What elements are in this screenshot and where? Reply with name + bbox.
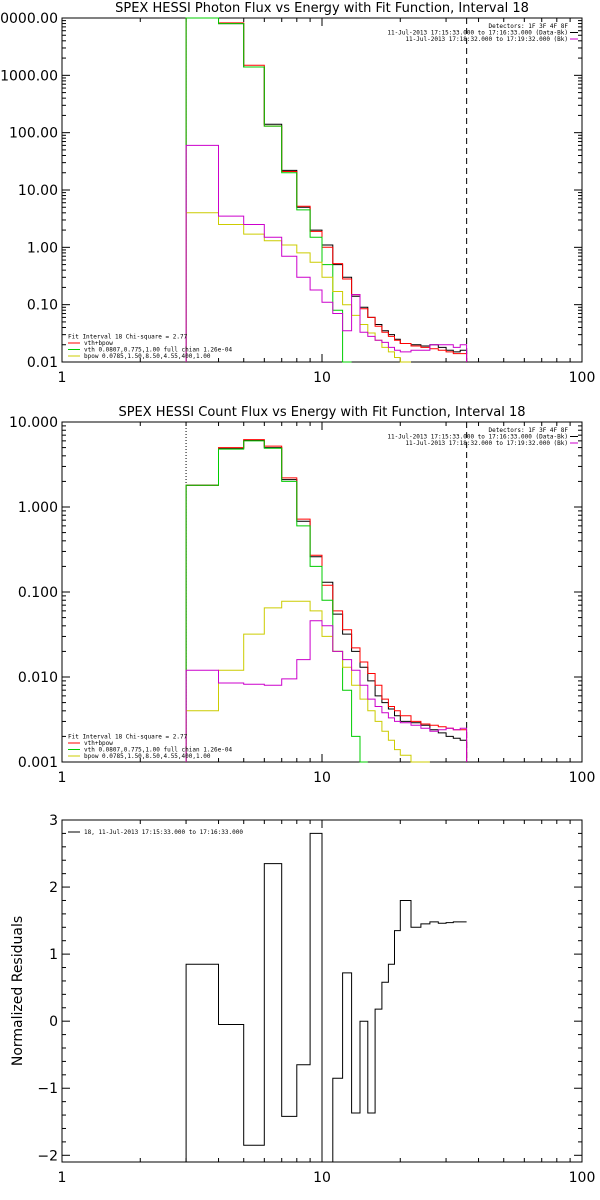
y-tick-label: 0.100 (18, 585, 58, 601)
series-data (185, 17, 468, 362)
legend-right-text: 11-Jul-2013 17:15:33.000 to 17:16:33.000… (387, 30, 568, 37)
y-tick-label: 1 (49, 947, 58, 963)
series-vth (185, 440, 368, 763)
legend-left-text: vth 0.0807,0.775,1.00 full chian 1.26e-0… (84, 347, 232, 354)
y-tick-label: −2 (37, 1148, 58, 1164)
y-tick-label: 0.01 (27, 355, 58, 371)
chart-panel-1: SPEX HESSI Photon Flux vs Energy with Fi… (0, 1, 595, 386)
legend-left-text: bpow 0.0785,1.50,8.50,4.55,400,1.00 (84, 753, 211, 760)
y-tick-label: 0.001 (18, 755, 58, 771)
y-tick-label: 100.00 (9, 126, 58, 142)
x-tick-label: 10 (313, 370, 331, 386)
legend-right-text: 11-Jul-2013 17:18:32.000 to 17:19:32.000… (405, 440, 568, 447)
x-tick-label: 100 (569, 370, 596, 386)
x-tick-label: 10 (313, 1170, 331, 1186)
series-total_fit (185, 17, 468, 362)
x-tick-label: 1 (58, 370, 67, 386)
y-tick-label: 1.000 (18, 500, 58, 516)
x-tick-label: 1 (58, 770, 67, 786)
y-tick-label: 1000.00 (0, 68, 58, 84)
legend-left-text: vth+bpow (84, 340, 113, 347)
series-background (185, 620, 468, 762)
legend-right-text: Detectors: 1F 3F 4F 8F (489, 23, 569, 30)
y-tick-label: 3 (49, 813, 58, 829)
chart-panel-2: SPEX HESSI Count Flux vs Energy with Fit… (9, 405, 595, 786)
legend-right-text: 11-Jul-2013 17:15:33.000 to 17:16:33.000… (387, 434, 568, 441)
y-tick-label: 10.000 (9, 415, 58, 431)
legend-left-text: vth+bpow (84, 740, 113, 747)
y-tick-label: 0000.00 (0, 11, 58, 27)
series-total_fit (185, 439, 468, 762)
y-tick-label: 0 (49, 1014, 58, 1030)
legend-left-text: 18, 11-Jul-2013 17:15:33.000 to 17:16:33… (84, 829, 243, 836)
series-background (185, 144, 468, 362)
chart-title: SPEX HESSI Photon Flux vs Energy with Fi… (115, 1, 529, 16)
y-tick-label: 0.010 (18, 670, 58, 686)
series-bpow (185, 212, 411, 363)
x-tick-label: 10 (313, 770, 331, 786)
chart-title: SPEX HESSI Count Flux vs Energy with Fit… (118, 405, 525, 420)
plot-frame (61, 17, 583, 363)
y-axis-label: Normalized Residuals (10, 916, 26, 1066)
legend-left-text: vth 0.0807,0.775,1.00 full chian 1.26e-0… (84, 747, 232, 754)
y-tick-label: 0.10 (27, 298, 58, 314)
legend-left-text: Fit Interval 18 Chi-square = 2.77 (68, 734, 188, 741)
series-bpow (185, 600, 430, 763)
x-tick-label: 100 (569, 770, 596, 786)
x-tick-label: 1 (58, 1170, 67, 1186)
y-tick-label: 10.00 (18, 183, 58, 199)
legend-right-text: Detectors: 1F 3F 4F 8F (489, 427, 569, 434)
y-tick-label: 2 (49, 880, 58, 896)
series-vth (185, 17, 352, 363)
x-tick-label: 100 (569, 1170, 596, 1186)
legend-left-text: Fit Interval 18 Chi-square = 2.77 (68, 334, 188, 341)
series-data (185, 439, 468, 762)
y-tick-label: 1.00 (27, 240, 58, 256)
series-data (185, 832, 467, 1163)
legend-right-text: 11-Jul-2013 17:18:32.000 to 17:19:32.000… (405, 36, 568, 43)
legend-left-text: bpow 0.0785,1.50,8.50,4.55,400,1.00 (84, 353, 211, 360)
y-tick-label: −1 (37, 1081, 58, 1097)
